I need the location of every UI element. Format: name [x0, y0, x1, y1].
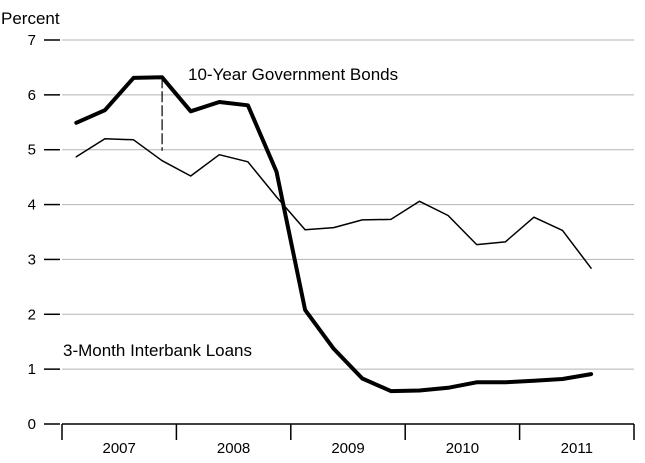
- series-line-interbank-loans: [75, 137, 592, 269]
- series-lines: [74, 75, 594, 394]
- annotations: 10-Year Government Bonds 3-Month Interban…: [63, 65, 398, 360]
- y-tick-label-5: 5: [28, 142, 36, 159]
- x-tick-label-2011: 2011: [561, 440, 593, 457]
- y-axis-title: Percent: [1, 9, 60, 28]
- y-tick-label-3: 3: [28, 251, 36, 268]
- y-tick-label-1: 1: [28, 361, 36, 378]
- series-line-government-bonds: [74, 75, 594, 394]
- gridlines: [62, 39, 634, 370]
- bonds-annotation: 10-Year Government Bonds: [188, 65, 398, 84]
- y-tick-label-7: 7: [28, 32, 36, 49]
- y-tick-label-4: 4: [28, 197, 36, 214]
- x-tick-label-2010: 2010: [446, 440, 479, 457]
- y-axis: 0 1 2 3 4 5 6 7: [28, 32, 60, 433]
- x-tick-label-2007: 2007: [103, 440, 136, 457]
- x-tick-label-2008: 2008: [217, 440, 250, 457]
- interbank-annotation: 3-Month Interbank Loans: [63, 341, 252, 360]
- x-tick-label-2009: 2009: [331, 440, 364, 457]
- y-tick-label-0: 0: [28, 416, 36, 433]
- x-axis: 2007 2008 2009 2010 2011: [61, 423, 635, 457]
- y-tick-label-2: 2: [28, 306, 36, 323]
- y-tick-label-6: 6: [28, 87, 36, 104]
